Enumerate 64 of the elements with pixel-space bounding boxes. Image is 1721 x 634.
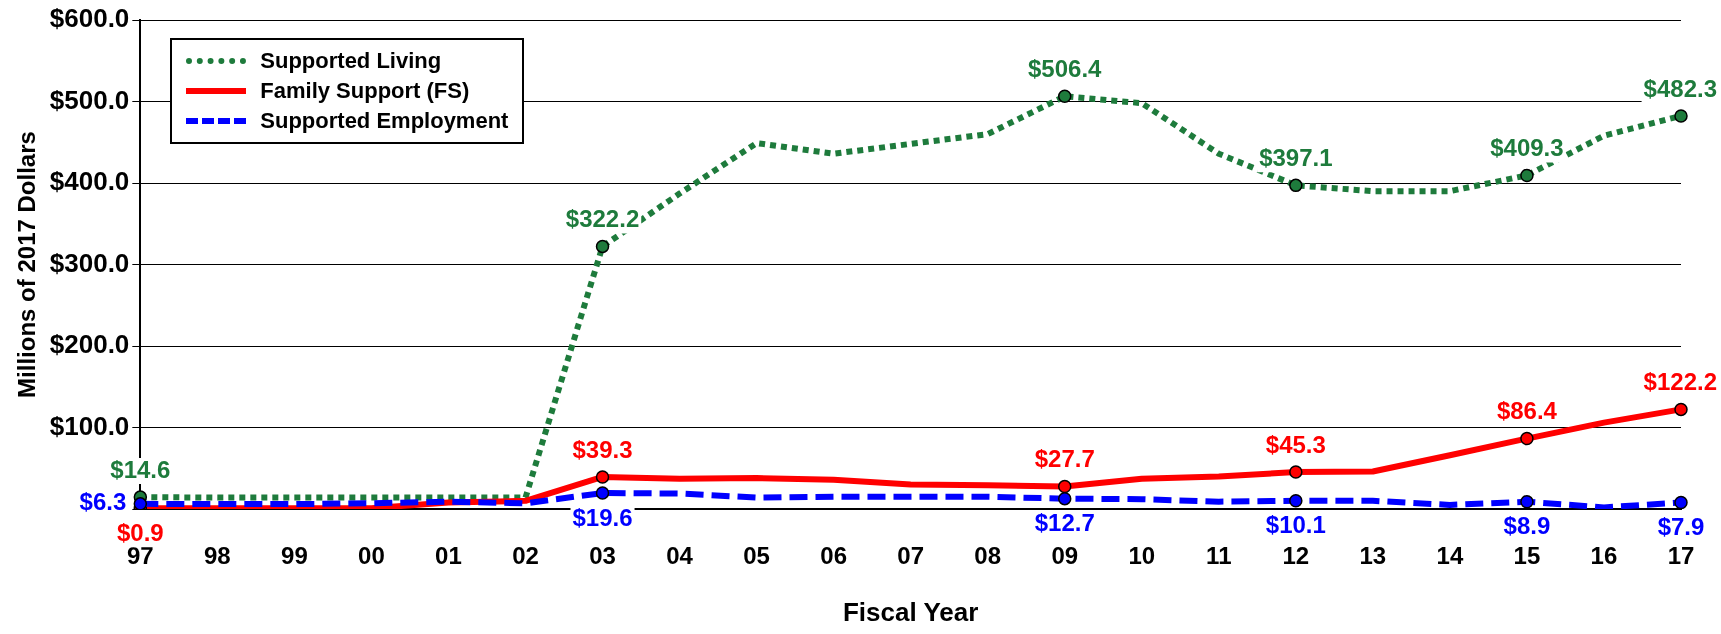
x-tick-label: 11 [1206, 542, 1232, 570]
y-tick-label: $200.0 [49, 329, 130, 360]
point [1520, 168, 1534, 183]
point [1520, 431, 1534, 446]
data-label: $6.3 [79, 488, 127, 516]
x-tick-label: 15 [1513, 542, 1541, 570]
point [1674, 402, 1688, 417]
data-label: $19.6 [572, 503, 633, 531]
x-tick-label: 07 [897, 542, 925, 570]
y-tick-label: $600.0 [49, 3, 130, 34]
data-label: $45.3 [1265, 430, 1326, 458]
data-label: $7.9 [1657, 513, 1705, 541]
point [595, 470, 610, 484]
x-tick-label: 13 [1359, 542, 1387, 570]
x-tick-label: 10 [1128, 542, 1156, 570]
data-label: $122.2 [1643, 368, 1717, 396]
point [1674, 109, 1688, 123]
point [1520, 495, 1534, 509]
data-label: $12.7 [1034, 509, 1095, 537]
y-tick-label: $400.0 [49, 166, 130, 197]
point [1057, 491, 1072, 506]
data-label: $14.6 [110, 455, 171, 483]
x-tick-label: 00 [358, 542, 385, 570]
x-tick-label: 05 [743, 542, 770, 570]
data-label: $8.9 [1503, 512, 1551, 540]
x-tick-label: 03 [589, 542, 616, 570]
data-label: $10.1 [1265, 511, 1326, 539]
x-tick-label: 02 [512, 542, 539, 570]
point [133, 497, 148, 509]
y-tick-label: $500.0 [49, 84, 130, 115]
x-tick-label: 12 [1282, 542, 1310, 570]
point [1289, 494, 1303, 508]
point [1289, 465, 1303, 479]
point [1674, 495, 1688, 509]
point [595, 486, 610, 500]
x-tick-label: 14 [1436, 542, 1464, 570]
point [1057, 89, 1072, 104]
x-axis-title: Fiscal Year [842, 596, 979, 627]
legend-label: Supported Employment [260, 108, 509, 134]
point [595, 239, 610, 254]
x-tick-label: 98 [204, 542, 231, 570]
point [1289, 178, 1303, 193]
x-tick-label: 09 [1051, 542, 1079, 570]
x-tick-label: 16 [1590, 542, 1618, 570]
x-tick-label: 01 [435, 542, 462, 570]
legend-label: Supported Living [260, 48, 442, 74]
data-label: $482.3 [1643, 74, 1717, 102]
data-label: $397.1 [1259, 143, 1333, 171]
x-tick-label: 99 [281, 542, 308, 570]
data-label: $506.4 [1028, 54, 1103, 82]
y-tick-label: $100.0 [49, 410, 130, 441]
legend-label: Family Support (FS) [260, 78, 470, 104]
data-label: $27.7 [1034, 445, 1095, 473]
x-tick-label: 06 [820, 542, 847, 570]
data-label: $322.2 [565, 205, 640, 233]
x-tick-label: 04 [666, 542, 694, 570]
y-tick-label: $300.0 [49, 247, 130, 278]
data-label: $86.4 [1496, 397, 1558, 425]
y-axis-title: Millions of 2017 Dollars [13, 131, 41, 398]
x-tick-label: 17 [1667, 542, 1695, 570]
data-label: $39.3 [572, 435, 633, 463]
data-label: $409.3 [1490, 134, 1564, 162]
point [1057, 479, 1072, 494]
x-tick-label: 08 [974, 542, 1002, 570]
